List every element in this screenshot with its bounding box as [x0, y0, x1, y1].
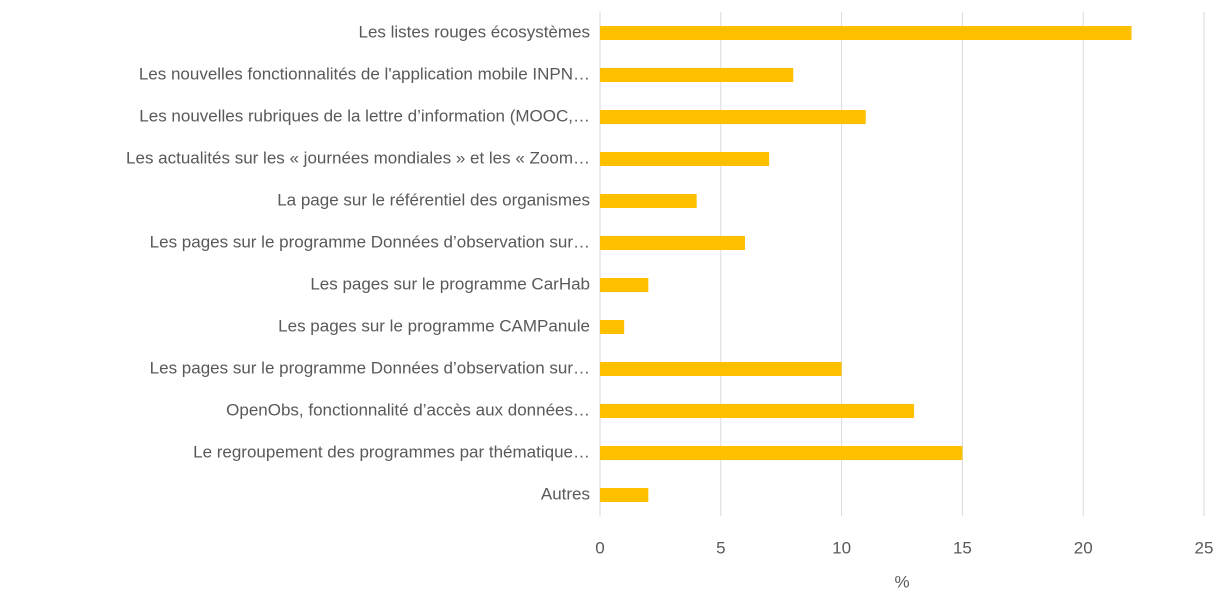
bar — [600, 362, 842, 376]
x-tick-label: 25 — [1195, 538, 1214, 557]
bar — [600, 152, 770, 166]
x-tick-label: 0 — [595, 538, 604, 557]
bar — [600, 320, 625, 334]
y-tick-label: Les pages sur le programme Données d’obs… — [150, 232, 590, 251]
y-tick-label: Les pages sur le programme CAMPanule — [278, 316, 590, 335]
bar — [600, 68, 794, 82]
bar — [600, 488, 649, 502]
y-tick-label: Les listes rouges écosystèmes — [359, 22, 591, 41]
y-tick-label: Les nouvelles fonctionnalités de l'appli… — [139, 64, 590, 83]
x-tick-label: 15 — [953, 538, 972, 557]
y-tick-label: Le regroupement des programmes par théma… — [193, 442, 590, 461]
bar — [600, 404, 915, 418]
bar — [600, 236, 745, 250]
y-tick-label: La page sur le référentiel des organisme… — [277, 190, 590, 209]
y-tick-label: Les actualités sur les « journées mondia… — [126, 148, 590, 167]
bar — [600, 446, 963, 460]
bar — [600, 278, 649, 292]
y-tick-label: Les pages sur le programme Données d’obs… — [150, 358, 590, 377]
y-tick-label: OpenObs, fonctionnalité d’accès aux donn… — [226, 400, 590, 419]
x-tick-label: 10 — [832, 538, 851, 557]
bar — [600, 110, 866, 124]
x-axis-label: % — [894, 572, 909, 591]
x-tick-label: 5 — [716, 538, 725, 557]
bar — [600, 194, 697, 208]
y-tick-label: Les pages sur le programme CarHab — [310, 274, 590, 293]
bar — [600, 26, 1132, 40]
y-tick-label: Les nouvelles rubriques de la lettre d’i… — [139, 106, 590, 125]
x-tick-label: 20 — [1074, 538, 1093, 557]
y-tick-label: Autres — [541, 484, 590, 503]
